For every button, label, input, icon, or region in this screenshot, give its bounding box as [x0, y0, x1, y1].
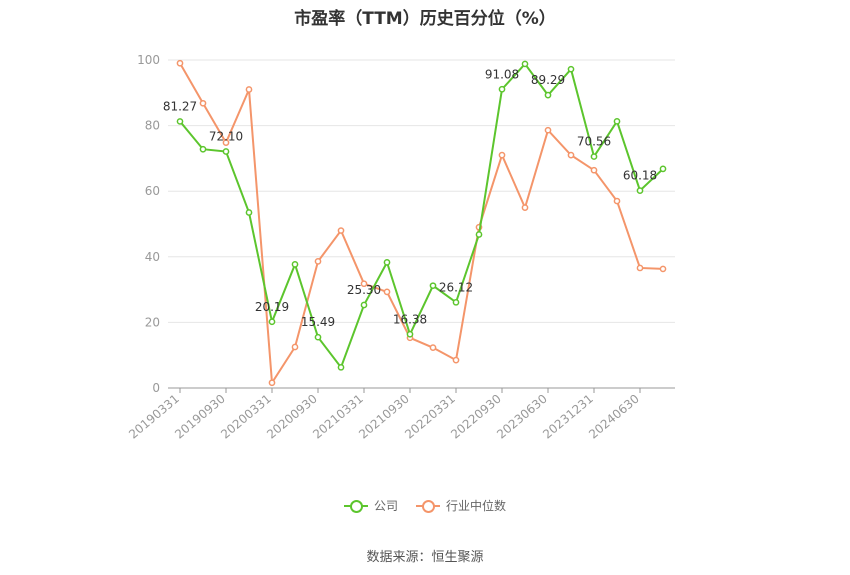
data-point — [291, 260, 299, 268]
series-lines — [176, 59, 667, 387]
data-labels: 81.27 72.10 20.19 15.49 25.30 16.38 26.12 91.08… — [163, 67, 657, 329]
data-point — [429, 282, 437, 290]
data-point — [360, 301, 368, 309]
x-tick-label: 20210930 — [356, 392, 412, 442]
data-point — [567, 151, 575, 159]
data-point — [544, 126, 552, 134]
data-point — [659, 265, 667, 273]
data-label: 16.38 — [393, 312, 427, 326]
data-point — [452, 356, 460, 364]
y-tick-label: 100 — [137, 53, 160, 67]
data-point — [314, 333, 322, 341]
data-point — [268, 379, 276, 387]
legend-item-industry-median[interactable]: 行业中位数 — [416, 497, 506, 514]
data-point — [636, 264, 644, 272]
data-point — [291, 343, 299, 351]
data-point — [521, 204, 529, 211]
y-tick-label: 20 — [145, 315, 160, 329]
data-point — [383, 288, 391, 296]
series-line-company — [179, 62, 664, 370]
legend-swatch-industry-median — [416, 499, 440, 513]
data-label: 15.49 — [301, 315, 335, 329]
x-tick-label: 20231231 — [540, 392, 596, 442]
series-line-industry-median — [179, 62, 664, 386]
x-tick-label: 20190930 — [172, 392, 228, 442]
y-tick-label: 40 — [145, 250, 160, 264]
x-tick-label: 20200930 — [264, 392, 320, 442]
data-point — [659, 165, 667, 173]
legend-label-company: 公司 — [373, 499, 398, 513]
data-label: 91.08 — [485, 67, 519, 81]
legend-swatch-company — [343, 499, 368, 513]
data-label: 81.27 — [163, 99, 197, 113]
data-point — [544, 91, 552, 99]
data-point — [383, 259, 391, 266]
y-tick-label: 0 — [152, 381, 160, 395]
data-point — [245, 209, 253, 216]
data-point — [452, 298, 460, 306]
data-point — [521, 60, 529, 68]
legend-label-industry-median: 行业中位数 — [446, 499, 507, 513]
data-point — [590, 166, 598, 174]
x-tick-label: 20230630 — [494, 392, 550, 442]
grid-lines — [168, 59, 675, 323]
data-point — [613, 197, 621, 205]
data-label: 26.12 — [439, 280, 473, 294]
x-tick-label: 20220930 — [448, 392, 504, 442]
data-label: 89.29 — [531, 73, 565, 87]
data-point — [268, 318, 276, 326]
source-note: 数据来源：恒生聚源 — [366, 550, 484, 565]
data-point — [429, 344, 437, 352]
data-label: 60.18 — [623, 169, 657, 183]
data-point — [636, 187, 644, 194]
data-point — [590, 153, 598, 160]
data-point — [222, 139, 230, 147]
data-point — [475, 231, 483, 238]
data-point — [360, 280, 368, 288]
data-point — [222, 148, 230, 155]
x-tick-label: 20190331 — [126, 392, 182, 442]
data-point — [613, 117, 621, 125]
y-tick-label: 80 — [145, 119, 160, 133]
data-point — [337, 227, 345, 234]
x-tick-label: 20220331 — [402, 392, 458, 442]
data-label: 20.19 — [255, 300, 289, 314]
data-label: 25.30 — [347, 283, 381, 297]
data-label: 70.56 — [577, 135, 611, 149]
data-point — [498, 85, 506, 93]
data-point — [498, 151, 506, 159]
x-tick-label: 20210331 — [310, 392, 366, 442]
data-point — [406, 330, 414, 338]
data-point — [567, 65, 575, 73]
data-label: 72.10 — [209, 130, 243, 144]
legend: 公司 行业中位数 — [0, 497, 850, 514]
x-tick-label: 20200331 — [218, 392, 274, 442]
data-point — [176, 59, 184, 67]
data-point — [199, 145, 207, 153]
legend-item-company[interactable]: 公司 — [343, 497, 398, 514]
y-tick-label: 60 — [145, 184, 160, 198]
chart-title: 市盈率（TTM）历史百分位（%） — [294, 9, 556, 29]
data-point — [337, 363, 345, 371]
data-point — [245, 86, 253, 93]
data-point — [176, 118, 184, 125]
data-point — [199, 99, 207, 107]
data-point — [314, 258, 322, 265]
x-tick-label: 20240630 — [586, 392, 642, 442]
